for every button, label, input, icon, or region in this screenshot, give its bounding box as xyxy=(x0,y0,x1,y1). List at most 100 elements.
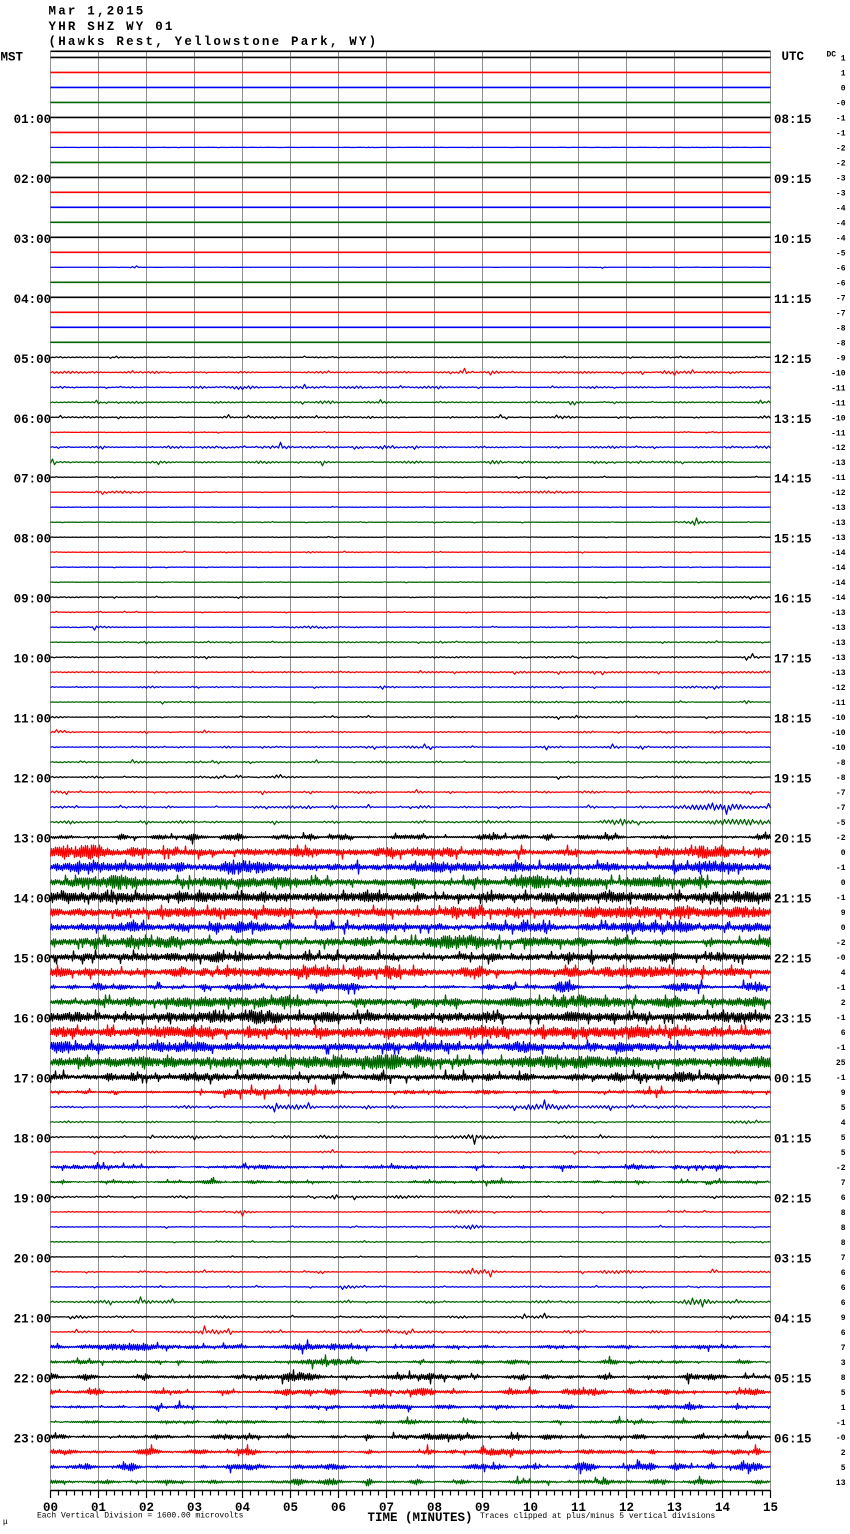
svg-text:Each Vertical Division = 1600.: Each Vertical Division = 1600.00 microvo… xyxy=(37,1512,244,1521)
svg-text:-1: -1 xyxy=(836,114,846,123)
svg-text:-12: -12 xyxy=(831,444,846,453)
svg-text:03: 03 xyxy=(187,1501,202,1515)
svg-text:23:15: 23:15 xyxy=(774,1013,812,1027)
svg-text:01:15: 01:15 xyxy=(774,1132,812,1146)
svg-text:-2: -2 xyxy=(836,939,846,948)
svg-text:08:00: 08:00 xyxy=(14,533,52,547)
svg-text:10:00: 10:00 xyxy=(14,653,52,667)
svg-text:02:00: 02:00 xyxy=(14,173,52,187)
svg-text:-4: -4 xyxy=(836,234,846,243)
svg-text:7: 7 xyxy=(841,1179,846,1188)
svg-text:-1: -1 xyxy=(836,1074,846,1083)
svg-text:14:00: 14:00 xyxy=(14,893,52,907)
svg-text:-8: -8 xyxy=(836,324,846,333)
svg-text:-13: -13 xyxy=(831,519,846,528)
svg-text:07:00: 07:00 xyxy=(14,473,52,487)
svg-text:5: 5 xyxy=(841,1104,846,1113)
svg-text:UTC: UTC xyxy=(782,50,805,64)
svg-text:17:15: 17:15 xyxy=(774,653,812,667)
svg-text:Mar 1,2015: Mar 1,2015 xyxy=(49,5,146,19)
svg-text:8: 8 xyxy=(841,1209,846,1218)
svg-text:6: 6 xyxy=(841,1194,846,1203)
svg-text:4: 4 xyxy=(841,1119,846,1128)
svg-text:04:15: 04:15 xyxy=(774,1312,812,1326)
svg-text:01:00: 01:00 xyxy=(14,113,52,127)
svg-text:-0: -0 xyxy=(836,954,846,963)
svg-text:-1: -1 xyxy=(836,1044,846,1053)
svg-text:-1: -1 xyxy=(836,1014,846,1023)
svg-text:-13: -13 xyxy=(831,459,846,468)
svg-text:13: 13 xyxy=(836,1479,846,1488)
svg-text:8: 8 xyxy=(841,1374,846,1383)
svg-text:-11: -11 xyxy=(831,429,846,438)
svg-text:22:15: 22:15 xyxy=(774,953,812,967)
svg-text:05:15: 05:15 xyxy=(774,1372,812,1386)
svg-text:18:15: 18:15 xyxy=(774,713,812,727)
svg-text:-1: -1 xyxy=(836,1419,846,1428)
svg-text:17:00: 17:00 xyxy=(14,1072,52,1086)
svg-text:1: 1 xyxy=(841,1404,846,1413)
svg-text:-7: -7 xyxy=(836,309,846,318)
svg-text:DC: DC xyxy=(827,51,837,60)
svg-text:16:15: 16:15 xyxy=(774,593,812,607)
svg-text:-5: -5 xyxy=(836,249,846,258)
svg-text:-6: -6 xyxy=(836,279,846,288)
svg-text:04:00: 04:00 xyxy=(14,293,52,307)
svg-text:10:15: 10:15 xyxy=(774,233,812,247)
svg-text:9: 9 xyxy=(841,1089,846,1098)
svg-text:-10: -10 xyxy=(831,714,846,723)
svg-text:-1: -1 xyxy=(836,129,846,138)
svg-text:-0: -0 xyxy=(836,99,846,108)
svg-text:-13: -13 xyxy=(831,639,846,648)
svg-text:20:15: 20:15 xyxy=(774,833,812,847)
svg-text:-0: -0 xyxy=(836,1434,846,1443)
svg-text:-4: -4 xyxy=(836,204,846,213)
svg-text:-7: -7 xyxy=(836,789,846,798)
svg-text:12: 12 xyxy=(619,1501,634,1515)
svg-text:05:00: 05:00 xyxy=(14,353,52,367)
svg-text:MST: MST xyxy=(1,51,24,65)
svg-text:-12: -12 xyxy=(831,684,846,693)
svg-text:-14: -14 xyxy=(831,564,846,573)
svg-text:21:15: 21:15 xyxy=(774,893,812,907)
svg-text:08: 08 xyxy=(427,1501,442,1515)
svg-text:-13: -13 xyxy=(831,624,846,633)
svg-text:0: 0 xyxy=(841,849,846,858)
svg-text:-10: -10 xyxy=(831,729,846,738)
svg-text:00:15: 00:15 xyxy=(774,1072,812,1086)
svg-text:0: 0 xyxy=(841,879,846,888)
svg-text:-7: -7 xyxy=(836,294,846,303)
svg-text:-10: -10 xyxy=(831,414,846,423)
svg-text:-2: -2 xyxy=(836,1164,846,1173)
svg-text:-5: -5 xyxy=(836,819,846,828)
svg-text:5: 5 xyxy=(841,1464,846,1473)
svg-text:13: 13 xyxy=(667,1501,682,1515)
svg-text:01: 01 xyxy=(91,1501,106,1515)
svg-text:-11: -11 xyxy=(831,474,846,483)
svg-text:15:15: 15:15 xyxy=(774,533,812,547)
svg-text:11: 11 xyxy=(571,1501,586,1515)
svg-text:6: 6 xyxy=(841,1329,846,1338)
svg-text:8: 8 xyxy=(841,1239,846,1248)
svg-text:10: 10 xyxy=(523,1501,538,1515)
svg-text:-11: -11 xyxy=(831,699,846,708)
svg-text:11:15: 11:15 xyxy=(774,293,812,307)
svg-text:05: 05 xyxy=(283,1501,298,1515)
svg-text:-7: -7 xyxy=(836,804,846,813)
svg-text:-6: -6 xyxy=(836,264,846,273)
svg-text:09:00: 09:00 xyxy=(14,593,52,607)
svg-text:YHR SHZ WY 01: YHR SHZ WY 01 xyxy=(49,20,175,34)
svg-text:-14: -14 xyxy=(831,594,846,603)
svg-text:14:15: 14:15 xyxy=(774,473,812,487)
svg-text:15:00: 15:00 xyxy=(14,953,52,967)
svg-text:03:15: 03:15 xyxy=(774,1252,812,1266)
svg-text:22:00: 22:00 xyxy=(14,1372,52,1386)
svg-text:6: 6 xyxy=(841,1284,846,1293)
svg-text:6: 6 xyxy=(841,1269,846,1278)
svg-text:0: 0 xyxy=(841,84,846,93)
svg-text:23:00: 23:00 xyxy=(14,1432,52,1446)
svg-text:7: 7 xyxy=(841,1254,846,1263)
svg-text:-13: -13 xyxy=(831,609,846,618)
svg-text:-13: -13 xyxy=(831,504,846,513)
svg-text:09: 09 xyxy=(475,1501,490,1515)
